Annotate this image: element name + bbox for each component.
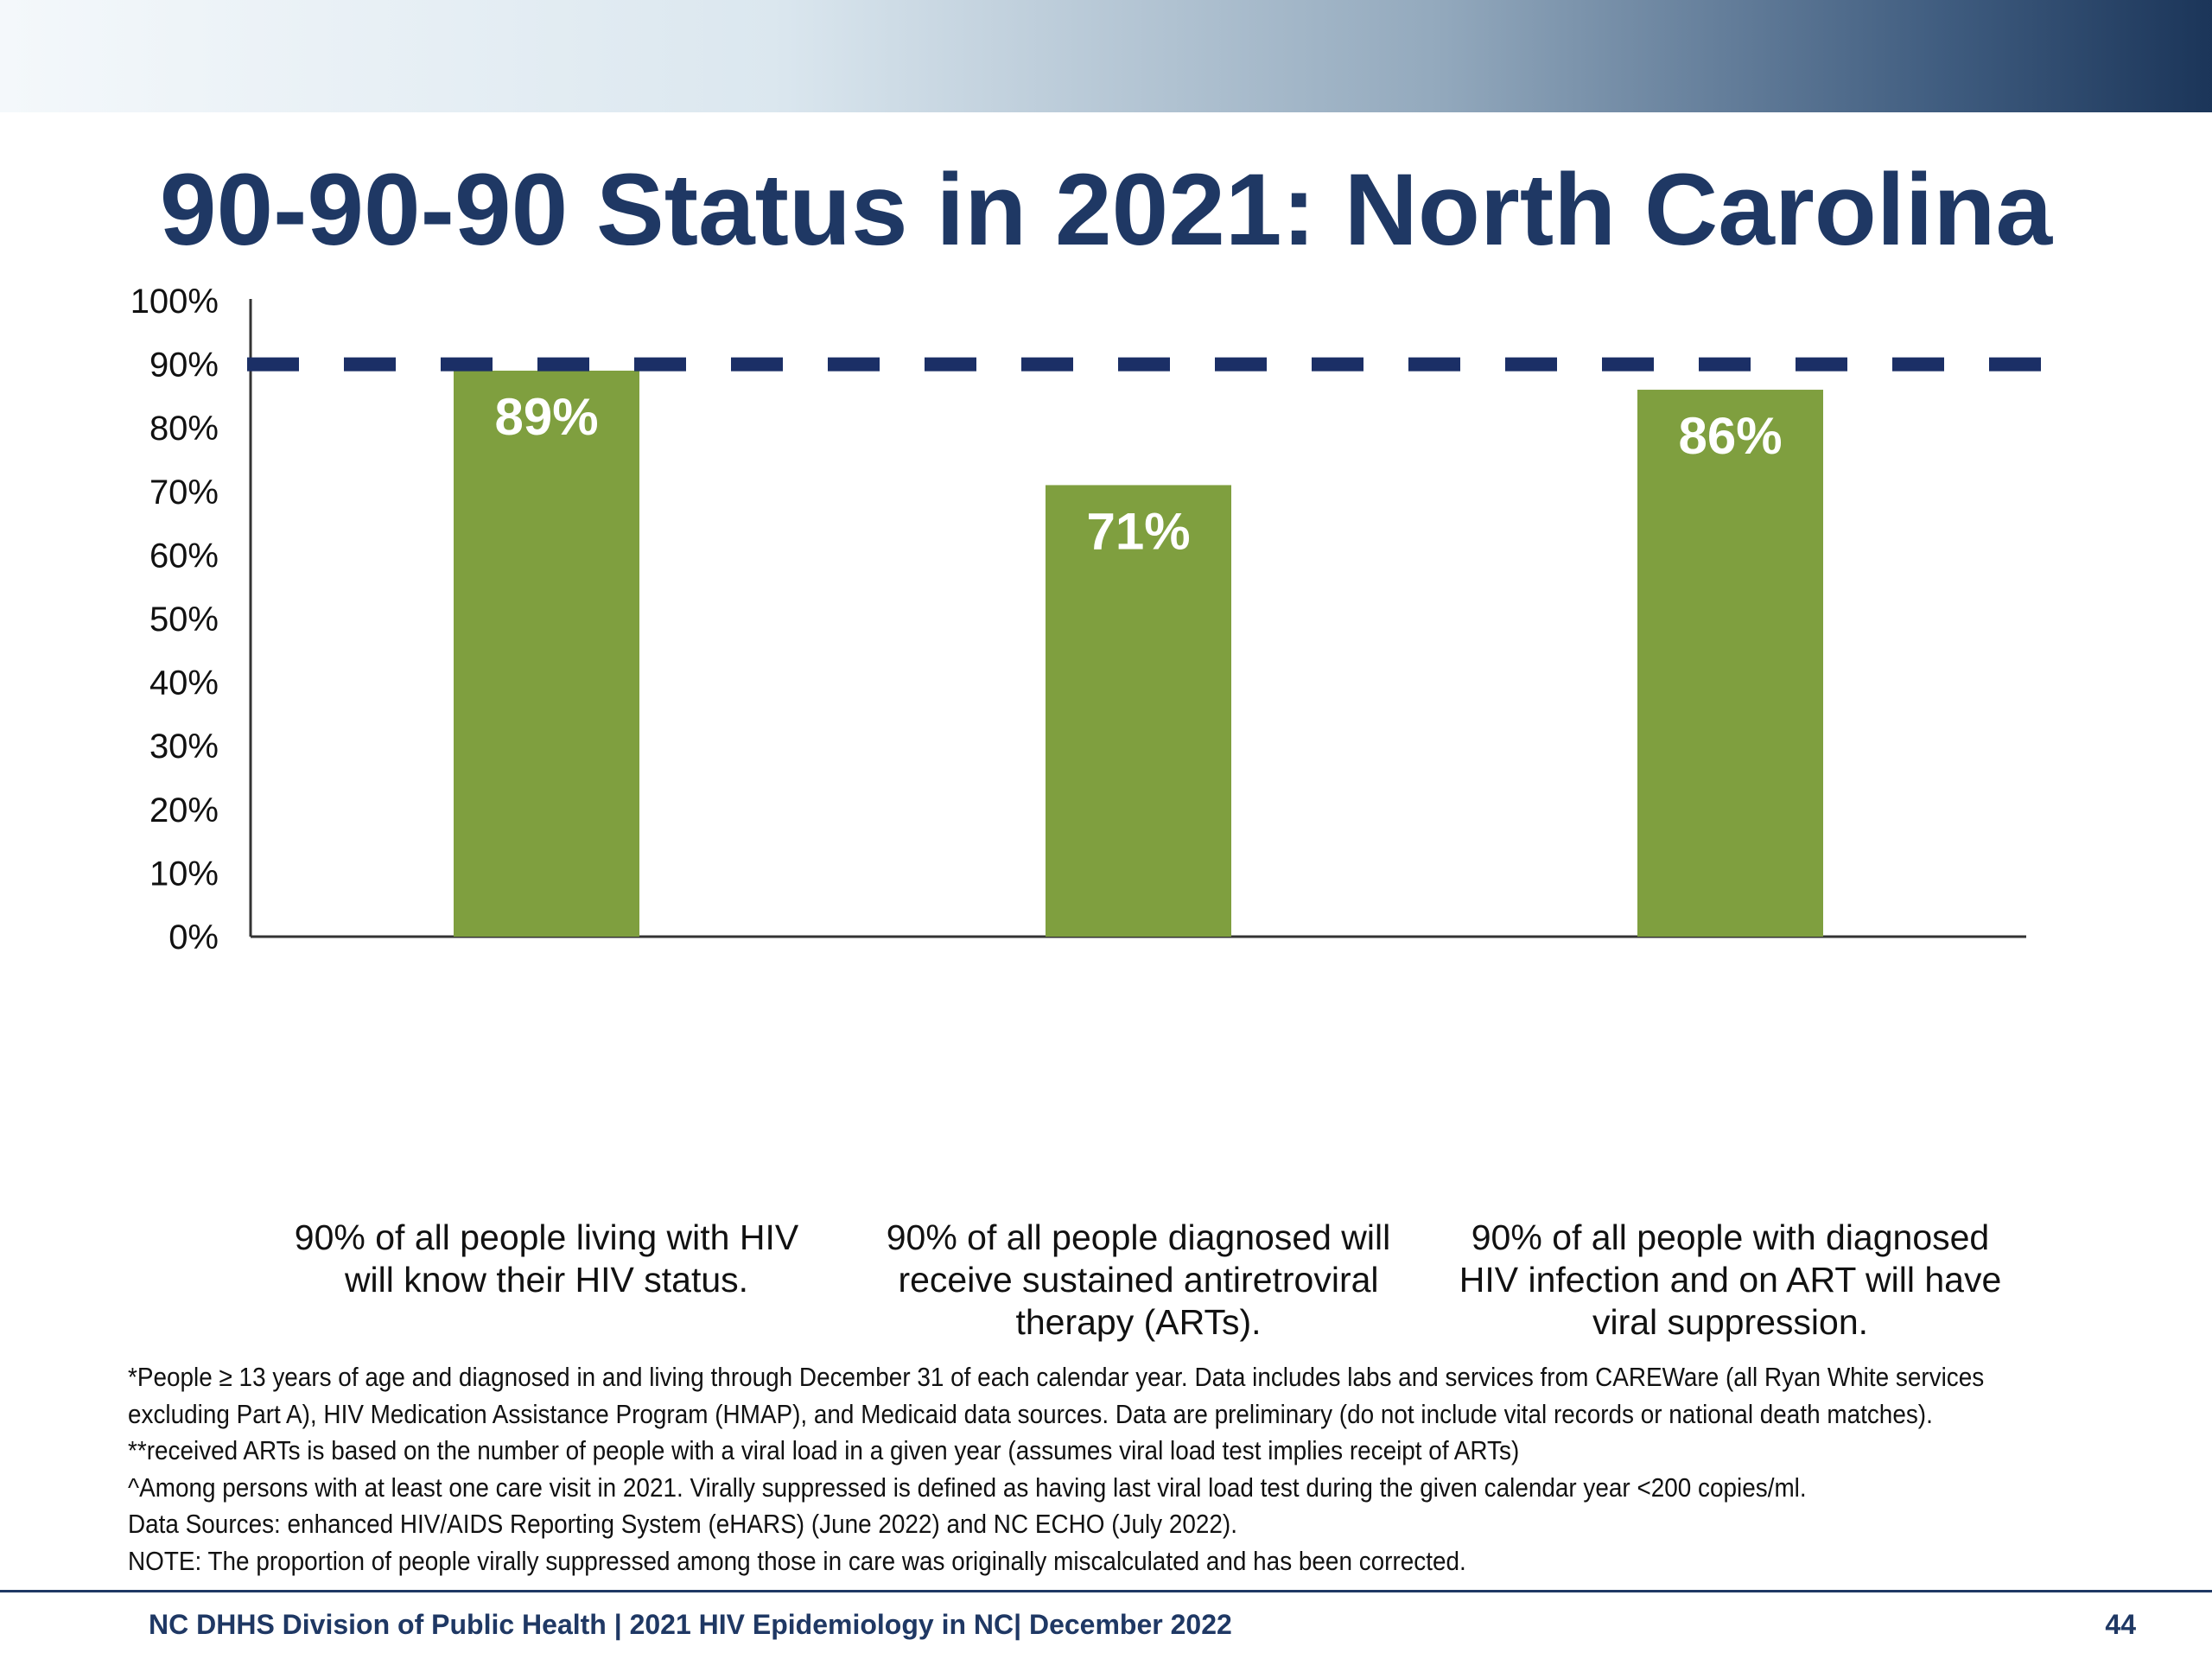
bar-data-label: 89% [494, 388, 598, 446]
bar-data-label: 86% [1678, 407, 1782, 465]
footer-text: NC DHHS Division of Public Health | 2021… [149, 1609, 1232, 1640]
bars [454, 370, 1823, 937]
y-tick-label: 100% [130, 283, 219, 321]
footnote-line: excluding Part A), HIV Medication Assist… [128, 1398, 1933, 1429]
y-axis-ticks: 0% 10% 20% 30% 40% 50% 60% 70% 80% 90% 100% [130, 283, 219, 957]
bar [454, 370, 639, 937]
y-tick-label: 80% [149, 410, 219, 448]
y-tick-label: 20% [149, 791, 219, 830]
y-tick-label: 90% [149, 346, 219, 385]
bar-data-labels: 89% 71% 86% [494, 388, 1782, 560]
bar [1046, 485, 1231, 937]
x-category-label: 90% of all people living with HIV will k… [294, 1217, 799, 1300]
footnote-line: Data Sources: enhanced HIV/AIDS Reportin… [128, 1509, 1237, 1539]
footnote-line: **received ARTs is based on the number o… [128, 1435, 1520, 1465]
y-tick-label: 0% [168, 918, 219, 957]
footnote-line: *People ≥ 13 years of age and diagnosed … [128, 1362, 1985, 1392]
footnote-line: NOTE: The proportion of people virally s… [128, 1545, 1466, 1576]
header-band [0, 0, 2212, 112]
slide-title: 90-90-90 Status in 2021: North Carolina [159, 153, 2053, 267]
bar-data-label: 71% [1086, 502, 1190, 560]
bar [1637, 390, 1823, 937]
footnote-line: ^Among persons with at least one care vi… [128, 1471, 1807, 1503]
bar-chart: 0% 10% 20% 30% 40% 50% 60% 70% 80% 90% 100% 89% 71%… [130, 283, 2044, 957]
y-tick-label: 40% [149, 664, 219, 702]
y-tick-label: 10% [149, 855, 219, 893]
y-tick-label: 70% [149, 474, 219, 512]
x-category-label: 90% of all people with diagnosed HIV inf… [1459, 1217, 2002, 1342]
x-category-label: 90% of all people diagnosed will receive… [886, 1217, 1391, 1342]
footnotes: *People ≥ 13 years of age and diagnosed … [128, 1359, 1985, 1580]
y-tick-label: 50% [149, 601, 219, 639]
footer-divider [0, 1590, 2212, 1592]
y-tick-label: 60% [149, 537, 219, 575]
y-tick-label: 30% [149, 728, 219, 766]
page-number: 44 [2105, 1609, 2136, 1640]
